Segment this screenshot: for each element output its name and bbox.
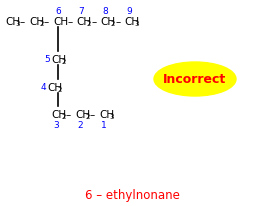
Text: 7: 7 <box>78 7 84 16</box>
Text: CH: CH <box>76 17 91 27</box>
Text: 4: 4 <box>40 83 46 92</box>
Text: CH: CH <box>5 17 20 27</box>
Text: 2: 2 <box>85 114 90 119</box>
Text: 2: 2 <box>77 121 83 130</box>
Ellipse shape <box>154 63 236 97</box>
Text: CH: CH <box>29 17 44 27</box>
Text: 2: 2 <box>57 87 62 92</box>
Text: CH: CH <box>53 17 68 27</box>
Text: 1: 1 <box>101 121 107 130</box>
Text: 2: 2 <box>62 114 66 119</box>
Text: CH: CH <box>75 109 90 119</box>
Text: 3: 3 <box>15 21 20 27</box>
Text: –: – <box>91 17 96 27</box>
Text: 2: 2 <box>62 59 66 65</box>
Text: CH: CH <box>99 109 114 119</box>
Text: 2: 2 <box>87 21 91 27</box>
Text: Incorrect: Incorrect <box>163 73 227 86</box>
Text: 5: 5 <box>44 55 50 64</box>
Text: –: – <box>44 17 49 27</box>
Text: –: – <box>90 109 95 119</box>
Text: 8: 8 <box>102 7 108 16</box>
Text: 6 – ethylnonane: 6 – ethylnonane <box>85 188 179 201</box>
Text: 3: 3 <box>109 114 114 119</box>
Text: CH: CH <box>124 17 139 27</box>
Text: –: – <box>115 17 120 27</box>
Text: CH: CH <box>51 55 66 65</box>
Text: 6: 6 <box>55 7 61 16</box>
Text: CH: CH <box>51 109 66 119</box>
Text: 3: 3 <box>53 121 59 130</box>
Text: –: – <box>66 109 71 119</box>
Text: –: – <box>20 17 25 27</box>
Text: 2: 2 <box>39 21 44 27</box>
Text: CH: CH <box>100 17 115 27</box>
Text: 3: 3 <box>134 21 139 27</box>
Text: –: – <box>67 17 72 27</box>
Text: 2: 2 <box>111 21 115 27</box>
Text: CH: CH <box>47 83 62 92</box>
Text: 9: 9 <box>126 7 132 16</box>
